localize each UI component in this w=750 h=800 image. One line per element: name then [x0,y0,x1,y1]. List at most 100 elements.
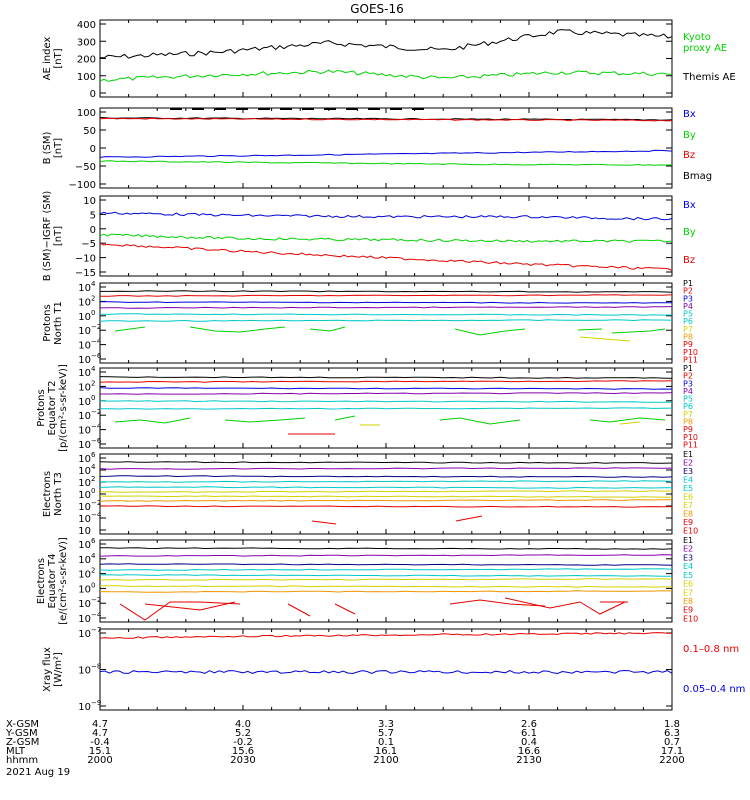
flux-fragment-3 [287,603,311,617]
y-tick-exponent: −6 [91,352,102,360]
x-row-value: 4.7 [92,719,108,730]
flux-channel-1 [100,290,673,293]
y-tick-exponent: −6 [91,437,102,445]
y-tick-label: 10 [78,555,91,566]
panel-3: 10 5 0 −5 −10 −15 B (SM)−IGRF (SM) [nT] Bx By Bz [42,191,696,282]
y-axis-label: North T1 [53,301,64,345]
y-tick-label: 300 [77,37,96,48]
x-row-value: 3.3 [378,719,394,730]
flux-fragment-4 [439,417,521,425]
legend-entry: P4 [683,387,693,396]
y-tick-exponent: −4 [91,338,102,346]
y-tick-label: −5 [81,239,96,250]
legend-entry: 0.1–0.8 nm [683,644,739,655]
flux-fragment-3 [334,415,356,421]
flux-channel-2 [99,294,673,297]
x-row-value: 2000 [87,755,112,766]
x-row-value: 4.7 [92,728,108,739]
y-axis-label: North T3 [53,472,64,516]
y-tick-label: 10 [78,599,91,610]
y-tick-exponent: 2 [91,379,95,387]
panel-frame [99,195,673,277]
y-tick-label: 10 [78,502,91,513]
flux-fragment-1 [119,601,241,621]
x-row-value: 0.4 [521,737,537,748]
legend-entry: E8 [683,509,693,518]
legend-entry: P7 [683,410,693,419]
legend-entry: E9 [683,606,693,615]
x-row-label: X-GSM [6,719,39,730]
y-tick-exponent: −8 [91,663,101,671]
flux-fragment-6 [504,597,626,615]
legend-entry: E7 [683,501,693,510]
flux-channel-5 [99,313,673,316]
legend-entry: E2 [683,458,693,467]
x-row-value: 2030 [230,755,255,766]
legend-entry: E10 [683,614,698,623]
legend: Bx By Bz [683,200,696,266]
series-bz [99,117,673,122]
y-tick-label: −10 [75,254,96,265]
flux-fragment-7 [619,421,641,425]
legend-entry: Bz [683,255,695,266]
flux-channel-4 [99,480,673,483]
y-tick-label: 10 [78,355,91,366]
flux-channel-1 [99,376,673,379]
flux-fragment-7 [579,336,631,342]
y-tick-label: 0 [90,144,96,155]
x-row-value: 16.6 [518,746,540,757]
y-axis-label: [nT] [53,226,64,246]
flux-channel-6 [99,490,673,493]
series-bx [99,149,673,158]
series-by [99,160,673,166]
flux-fragment-1 [311,520,337,525]
flux-fragment-5 [449,599,546,607]
legend-entry: Themis AE [682,72,736,83]
x-row-value: 17.1 [661,746,683,757]
legend-entry: P7 [683,325,693,334]
x-row-value: 2100 [373,755,398,766]
series-bz [99,242,673,271]
legend-entry: Kyoto [683,32,711,43]
y-axis-label: Equator T4 [47,554,58,609]
flux-channel-3 [99,475,673,478]
y-tick-label: 0 [90,89,96,100]
x-row-value: 2130 [516,755,541,766]
y-tick-label: 10 [78,440,91,451]
flux-fragment-6 [611,328,666,334]
y-tick-label: 10 [78,702,91,713]
x-row-value: 6.1 [521,728,537,739]
y-tick-exponent: −9 [91,699,101,707]
x-row-value: 15.1 [89,746,111,757]
y-axis-label: [nT] [53,138,64,158]
y-tick-label: 10 [78,466,91,477]
y-tick-label: 10 [78,454,91,465]
y-tick-label: 10 [78,526,91,537]
flux-channel-2 [99,467,673,470]
legend-entry: P1 [683,279,693,288]
x-row-label: Y-GSM [5,728,38,739]
y-tick-exponent: 0 [91,581,95,589]
y-tick-label: 10 [78,326,91,337]
legend-entry: Bmag [683,171,712,182]
legend-entry: P11 [683,440,698,449]
date-label: 2021 Aug 19 [6,767,70,778]
legend-entry: P9 [683,425,693,434]
flux-fragment-1 [114,326,146,332]
legend-entry: E5 [683,571,693,580]
flux-fragment-4 [454,328,526,336]
y-tick-label: 10 [78,614,91,625]
x-row-value: 16.1 [375,746,397,757]
flux-channel-5 [99,486,673,489]
y-tick-label: 10 [78,666,91,677]
flux-channel-7 [99,495,673,498]
flux-channel-6 [99,407,673,410]
flux-channel-8 [99,499,672,502]
y-tick-label: 10 [78,312,91,323]
